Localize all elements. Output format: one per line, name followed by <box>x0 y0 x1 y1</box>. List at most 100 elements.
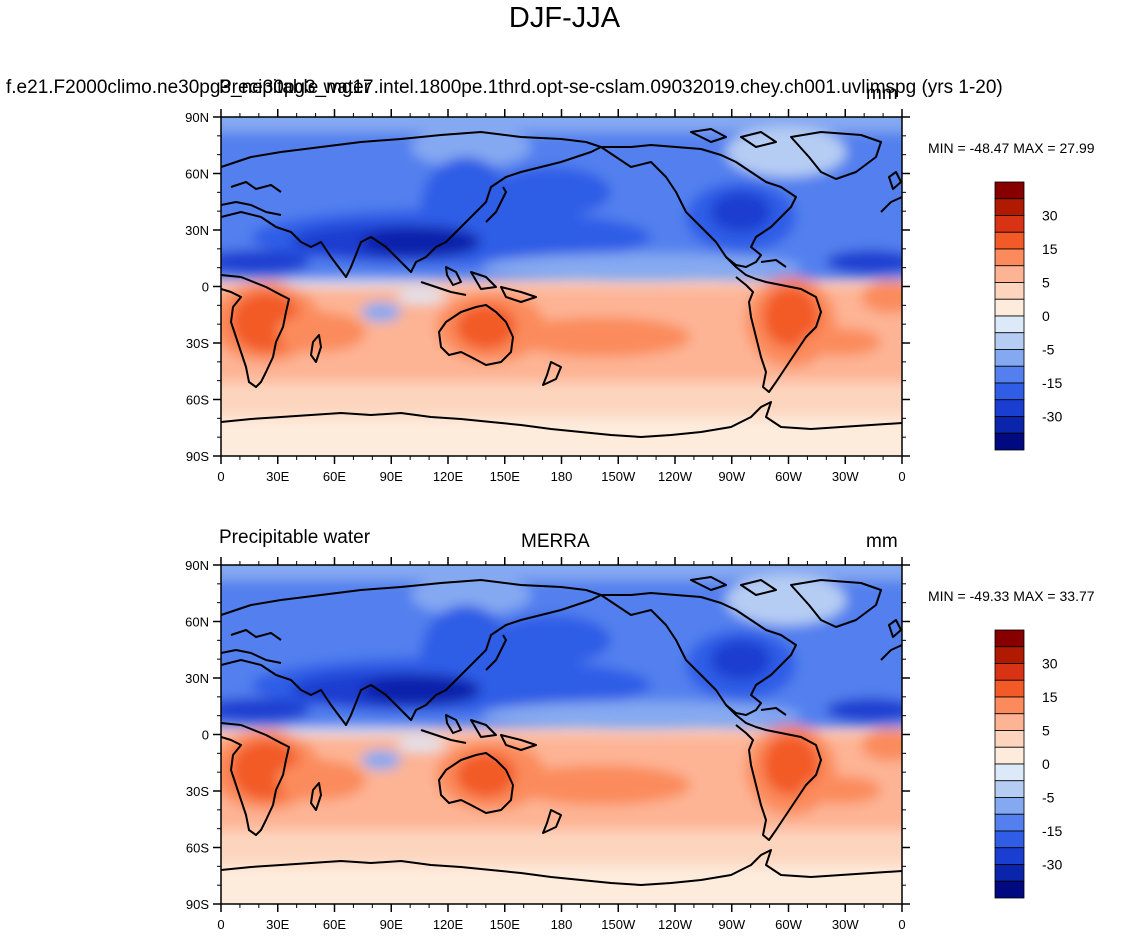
bottom-minmax: MIN = -49.33 MAX = 33.77 <box>928 588 1095 604</box>
bottom-lon-label: 150E <box>490 917 521 932</box>
top-lon-label: 150E <box>490 469 521 484</box>
top-colorbar-label: 5 <box>1042 275 1050 291</box>
bottom-colorbar-label: 5 <box>1042 723 1050 739</box>
top-lon-label: 120W <box>658 469 693 484</box>
bottom-colorbar-swatch <box>994 830 1025 849</box>
top-lat-label: 60N <box>185 167 209 182</box>
bottom-lat-label: 60S <box>186 841 209 856</box>
bottom-lon-label: 30W <box>832 917 859 932</box>
bottom-lat-label: 30S <box>186 784 209 799</box>
bottom-map <box>221 545 902 925</box>
figure-title: DJF-JJA <box>508 2 621 34</box>
bottom-colorbar-swatch <box>994 780 1025 798</box>
top-colorbar-swatch <box>994 432 1025 451</box>
top-colorbar-label: 15 <box>1042 241 1058 257</box>
top-center-title: f.e21.F2000climo.ne30pg3_ne30pg3_mg17.in… <box>6 77 1003 98</box>
bottom-lon-label: 60E <box>323 917 346 932</box>
bottom-colorbar-label: 0 <box>1042 756 1050 772</box>
bottom-lat-label: 60N <box>185 615 209 630</box>
top-colorbar-label: 0 <box>1042 308 1050 324</box>
top-colorbar-swatch <box>994 298 1025 317</box>
top-colorbar-swatch <box>994 282 1025 300</box>
bottom-colorbar-label: 15 <box>1042 689 1058 705</box>
top-lon-label: 0 <box>898 469 905 484</box>
colorbar-layer: 30 15 5 0 -5 -15 -30 30 15 5 0 -5 -15 -30 <box>994 181 1062 899</box>
bottom-lon-label: 180 <box>551 917 573 932</box>
top-colorbar-swatch <box>994 382 1025 401</box>
bottom-lon-label: 90W <box>718 917 745 932</box>
bottom-colorbar-swatch <box>994 797 1025 815</box>
bottom-lat-label: 0 <box>202 728 209 743</box>
top-colorbar-label: 30 <box>1042 208 1058 224</box>
bottom-lon-label: 0 <box>898 917 905 932</box>
bottom-colorbar-swatch <box>994 746 1025 765</box>
top-lon-label: 90E <box>380 469 403 484</box>
top-colorbar-swatch <box>994 231 1025 250</box>
bottom-center-title: MERRA <box>521 531 590 552</box>
bottom-lat-label: 90N <box>185 558 209 573</box>
bottom-colorbar-label: -30 <box>1042 857 1062 873</box>
bottom-lon-label: 90E <box>380 917 403 932</box>
bottom-left-title: Precipitable water <box>219 527 371 548</box>
top-colorbar-swatch <box>994 248 1025 267</box>
top-lon-label: 120E <box>433 469 464 484</box>
bottom-lon-label: 30E <box>266 917 289 932</box>
top-lon-label: 150W <box>601 469 636 484</box>
top-lon-label: 30W <box>832 469 859 484</box>
top-colorbar-swatch <box>994 215 1025 233</box>
top-lat-label: 60S <box>186 393 209 408</box>
top-lon-label: 180 <box>551 469 573 484</box>
top-lat-label: 90N <box>185 110 209 125</box>
top-lon-label: 0 <box>217 469 224 484</box>
bottom-lon-label: 120E <box>433 917 464 932</box>
bottom-lat-label: 90S <box>186 897 209 912</box>
axes-layer: 90N 60N 30N 0 30S 60S 90S 0 30E 60E 90E 120E 150E 180… <box>185 109 910 932</box>
top-lat-label: 90S <box>186 449 209 464</box>
bottom-colorbar-swatch <box>994 646 1025 664</box>
bottom-colorbar-swatch <box>994 713 1025 731</box>
top-colorbar-swatch <box>994 349 1025 367</box>
top-colorbar-label: -15 <box>1042 375 1062 391</box>
top-colorbar-swatch <box>994 365 1025 384</box>
bottom-colorbar-label: -5 <box>1042 790 1055 806</box>
bottom-colorbar-swatch <box>994 880 1025 899</box>
top-lon-label: 30E <box>266 469 289 484</box>
bottom-lon-label: 0 <box>217 917 224 932</box>
top-colorbar-swatch <box>994 416 1025 434</box>
bottom-lon-label: 150W <box>601 917 636 932</box>
top-lat-label: 0 <box>202 280 209 295</box>
top-lat-label: 30S <box>186 336 209 351</box>
top-colorbar-swatch <box>994 265 1025 283</box>
top-lon-label: 60E <box>323 469 346 484</box>
top-colorbar-label: -30 <box>1042 409 1062 425</box>
bottom-lat-label: 30N <box>185 671 209 686</box>
top-units: mm <box>866 83 898 104</box>
bottom-colorbar-swatch <box>994 679 1025 698</box>
top-map <box>221 97 902 477</box>
bottom-units: mm <box>866 531 898 552</box>
bottom-colorbar-swatch <box>994 763 1025 782</box>
top-colorbar-label: -5 <box>1042 342 1055 358</box>
top-colorbar-swatch <box>994 198 1025 216</box>
bottom-colorbar-label: -15 <box>1042 823 1062 839</box>
top-lon-label: 60W <box>775 469 802 484</box>
bottom-colorbar-swatch <box>994 864 1025 882</box>
bottom-lon-label: 120W <box>658 917 693 932</box>
bottom-colorbar-swatch <box>994 663 1025 681</box>
top-colorbar-swatch <box>994 399 1025 417</box>
bottom-colorbar-swatch <box>994 730 1025 748</box>
bottom-colorbar-swatch <box>994 813 1025 832</box>
top-left-title: Precipitable water <box>219 77 371 98</box>
top-colorbar-swatch <box>994 315 1025 334</box>
top-minmax: MIN = -48.47 MAX = 27.99 <box>928 140 1095 156</box>
bottom-colorbar-swatch <box>994 629 1025 648</box>
top-colorbar-swatch <box>994 332 1025 350</box>
top-lon-label: 90W <box>718 469 745 484</box>
bottom-colorbar-swatch <box>994 847 1025 865</box>
top-colorbar-swatch <box>994 181 1025 200</box>
bottom-colorbar-label: 30 <box>1042 656 1058 672</box>
top-lat-label: 30N <box>185 223 209 238</box>
bottom-colorbar-swatch <box>994 696 1025 715</box>
bottom-lon-label: 60W <box>775 917 802 932</box>
